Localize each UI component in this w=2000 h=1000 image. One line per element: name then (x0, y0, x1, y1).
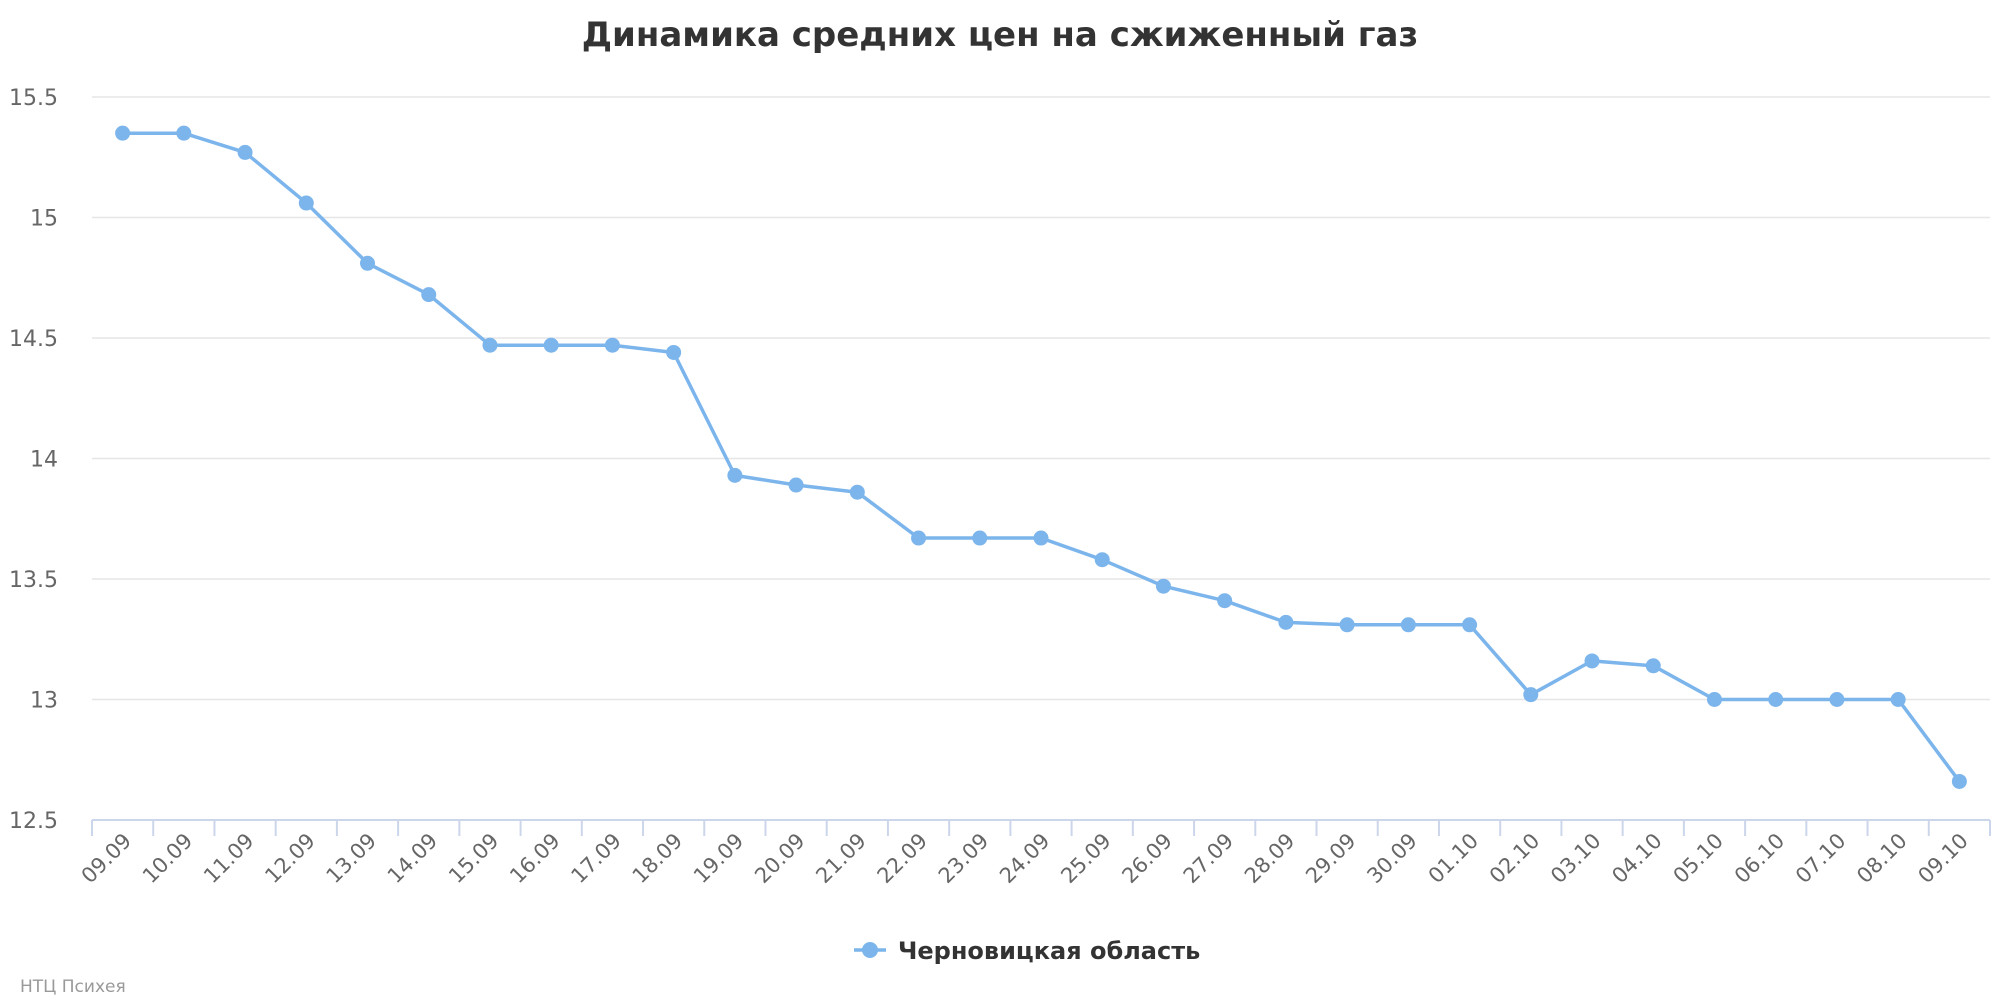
data-point[interactable] (360, 255, 376, 271)
x-tick-label: 22.09 (873, 829, 932, 888)
chart-title: Динамика средних цен на сжиженный газ (582, 15, 1419, 55)
x-tick-label: 23.09 (934, 829, 993, 888)
y-axis-ticks: 12.5 13 13.5 14 14.5 15 15.5 (9, 86, 58, 834)
x-tick-label: 02.10 (1485, 829, 1544, 888)
x-tick-label: 10.09 (138, 829, 197, 888)
data-point[interactable] (1217, 593, 1233, 609)
x-tick-label: 13.09 (322, 829, 381, 888)
y-tick-label: 14 (30, 448, 58, 473)
data-point[interactable] (911, 530, 927, 546)
x-tick-label: 15.09 (444, 829, 503, 888)
legend-label: Черновицкая область (898, 937, 1200, 965)
x-tick-label: 09.10 (1913, 829, 1972, 888)
x-tick-label: 26.09 (1118, 829, 1177, 888)
series-group (115, 125, 1967, 789)
data-point[interactable] (237, 144, 253, 160)
data-point[interactable] (1094, 552, 1110, 568)
data-point[interactable] (298, 195, 314, 211)
x-tick-label: 08.10 (1852, 829, 1911, 888)
data-point[interactable] (666, 344, 682, 360)
x-tick-label: 19.09 (689, 829, 748, 888)
data-point[interactable] (543, 337, 559, 353)
x-tick-label: 12.09 (260, 829, 319, 888)
data-point[interactable] (727, 467, 743, 483)
data-point[interactable] (1890, 692, 1906, 707)
data-point[interactable] (849, 484, 865, 500)
x-tick-label: 06.10 (1730, 829, 1789, 888)
data-point[interactable] (1584, 653, 1600, 669)
y-tick-label: 13 (30, 689, 58, 714)
series-line (122, 131, 1961, 783)
x-tick-label: 27.09 (1179, 829, 1238, 888)
data-point[interactable] (1400, 617, 1416, 633)
x-tick-label: 09.09 (77, 829, 136, 888)
data-point[interactable] (421, 287, 437, 303)
data-point[interactable] (1033, 530, 1049, 546)
x-tick-label: 17.09 (566, 829, 625, 888)
x-tick-label: 24.09 (995, 829, 1054, 888)
x-tick-label: 28.09 (1240, 829, 1299, 888)
data-point[interactable] (1339, 617, 1355, 633)
x-tick-label: 14.09 (383, 829, 442, 888)
y-tick-label: 13.5 (9, 568, 58, 593)
x-tick-label: 21.09 (811, 829, 870, 888)
data-point[interactable] (1829, 692, 1845, 707)
x-tick-label: 20.09 (750, 829, 809, 888)
y-tick-label: 15 (30, 207, 58, 232)
data-point[interactable] (176, 125, 192, 141)
x-tick-label: 05.10 (1669, 829, 1728, 888)
data-point[interactable] (1645, 658, 1661, 674)
data-point[interactable] (1706, 692, 1722, 707)
data-point[interactable] (1462, 617, 1478, 633)
data-point[interactable] (1523, 687, 1539, 703)
x-tick-label: 04.10 (1607, 829, 1666, 888)
y-tick-label: 14.5 (9, 327, 58, 352)
data-point[interactable] (1951, 773, 1967, 789)
x-tick-label: 18.09 (628, 829, 687, 888)
data-point[interactable] (1768, 692, 1784, 707)
y-tick-label: 15.5 (9, 86, 58, 111)
x-tick-label: 01.10 (1424, 829, 1483, 888)
x-axis: 09.09 10.09 11.09 12.09 13.09 14.09 15.09 16.09… (77, 819, 1991, 888)
x-tick-label: 03.10 (1546, 829, 1605, 888)
grid-lines (92, 96, 1990, 701)
x-tick-label: 29.09 (1301, 829, 1360, 888)
credit-text[interactable]: НТЦ Психея (20, 977, 126, 997)
x-tick-label: 25.09 (1056, 829, 1115, 888)
legend[interactable]: Черновицкая область (854, 937, 1200, 965)
data-point[interactable] (1278, 614, 1294, 630)
data-point[interactable] (482, 337, 498, 353)
data-point[interactable] (972, 530, 988, 546)
x-tick-label: 11.09 (199, 829, 258, 888)
data-point[interactable] (1155, 578, 1171, 594)
data-point[interactable] (604, 337, 620, 353)
x-tick-label: 07.10 (1791, 829, 1850, 888)
y-tick-label: 12.5 (9, 809, 58, 834)
data-point[interactable] (788, 477, 804, 493)
x-tick-label: 16.09 (505, 829, 564, 888)
x-tick-label: 30.09 (1362, 829, 1421, 888)
legend-marker-dot (862, 942, 878, 958)
data-point[interactable] (115, 125, 131, 141)
